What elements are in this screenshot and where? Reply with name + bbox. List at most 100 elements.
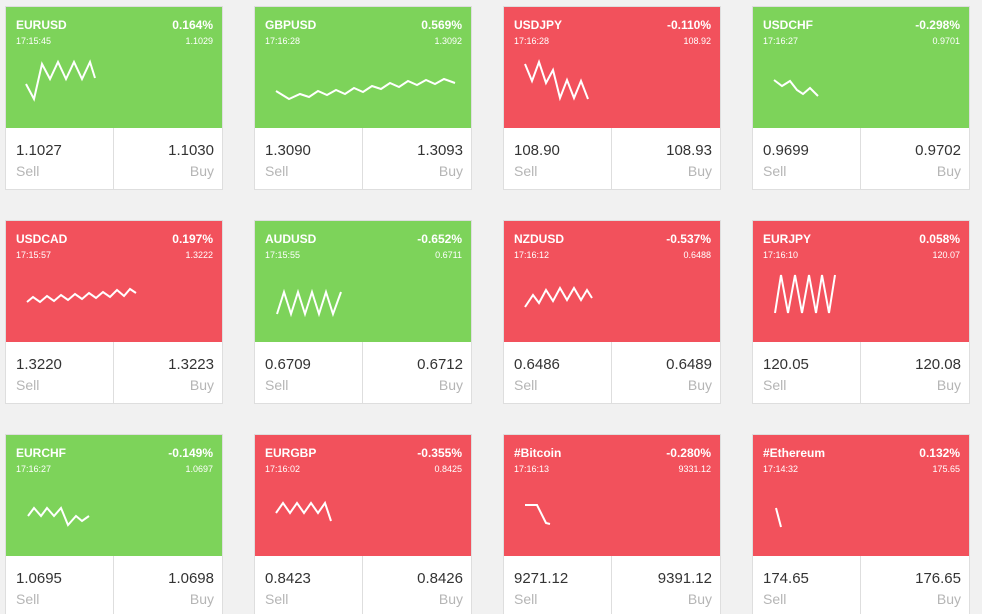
ticker-card-eurjpy[interactable]: EURJPY 0.058% 17:16:10 120.07 120.05 Sel… — [752, 220, 970, 404]
ticker-header: USDCAD 0.197% 17:15:57 1.3222 — [6, 221, 222, 342]
ticker-card-audusd[interactable]: AUDUSD -0.652% 17:15:55 0.6711 0.6709 Se… — [254, 220, 472, 404]
buy-button[interactable]: 0.6712 Buy — [364, 342, 471, 403]
ticker-symbol: #Bitcoin — [514, 446, 562, 460]
sell-button[interactable]: 1.3220 Sell — [6, 342, 114, 403]
ticker-card-usdcad[interactable]: USDCAD 0.197% 17:15:57 1.3222 1.3220 Sel… — [5, 220, 223, 404]
buy-button[interactable]: 0.9702 Buy — [862, 128, 969, 189]
ticker-last-price: 0.8425 — [434, 464, 462, 474]
ticker-change-percent: 0.058% — [919, 232, 960, 246]
sparkline-chart — [26, 287, 137, 304]
ticker-symbol: AUDUSD — [265, 232, 317, 246]
ticker-footer: 0.6709 Sell 0.6712 Buy — [255, 342, 471, 403]
sell-label: Sell — [16, 377, 40, 393]
ticker-last-price: 1.1029 — [185, 36, 213, 46]
sell-button[interactable]: 0.6486 Sell — [504, 342, 612, 403]
buy-price: 0.9702 — [915, 142, 961, 159]
ticker-header: EURCHF -0.149% 17:16:27 1.0697 — [6, 435, 222, 556]
ticker-card-eurusd[interactable]: EURUSD 0.164% 17:15:45 1.1029 1.1027 Sel… — [5, 6, 223, 190]
ticker-symbol: USDJPY — [514, 18, 563, 32]
ticker-card-usdjpy[interactable]: USDJPY -0.110% 17:16:28 108.92 108.90 Se… — [503, 6, 721, 190]
ticker-change-percent: 0.164% — [172, 18, 213, 32]
sell-button[interactable]: 1.3090 Sell — [255, 128, 363, 189]
buy-button[interactable]: 0.6489 Buy — [613, 342, 720, 403]
ticker-header: GBPUSD 0.569% 17:16:28 1.3092 — [255, 7, 471, 128]
ticker-card-nzdusd[interactable]: NZDUSD -0.537% 17:16:12 0.6488 0.6486 Se… — [503, 220, 721, 404]
sell-label: Sell — [265, 163, 289, 179]
sell-button[interactable]: 1.1027 Sell — [6, 128, 114, 189]
buy-button[interactable]: 120.08 Buy — [862, 342, 969, 403]
sell-button[interactable]: 0.8423 Sell — [255, 556, 363, 614]
ticker-card-eurchf[interactable]: EURCHF -0.149% 17:16:27 1.0697 1.0695 Se… — [5, 434, 223, 614]
ticker-last-price: 9331.12 — [678, 464, 711, 474]
ticker-card-ethereum[interactable]: #Ethereum 0.132% 17:14:32 175.65 174.65 … — [752, 434, 970, 614]
buy-button[interactable]: 176.65 Buy — [862, 556, 969, 614]
sell-button[interactable]: 174.65 Sell — [753, 556, 861, 614]
ticker-header: USDJPY -0.110% 17:16:28 108.92 — [504, 7, 720, 128]
buy-price: 0.8426 — [417, 570, 463, 587]
ticker-last-price: 1.3222 — [185, 250, 213, 260]
ticker-footer: 0.9699 Sell 0.9702 Buy — [753, 128, 969, 189]
ticker-last-price: 120.07 — [932, 250, 960, 260]
ticker-symbol: EURJPY — [763, 232, 812, 246]
buy-price: 9391.12 — [657, 570, 712, 587]
buy-label: Buy — [438, 591, 463, 607]
ticker-card-bitcoin[interactable]: #Bitcoin -0.280% 17:16:13 9331.12 9271.1… — [503, 434, 721, 614]
ticker-last-price: 175.65 — [932, 464, 960, 474]
buy-label: Buy — [687, 163, 712, 179]
ticker-header: EURUSD 0.164% 17:15:45 1.1029 — [6, 7, 222, 128]
sell-button[interactable]: 1.0695 Sell — [6, 556, 114, 614]
buy-price: 1.3223 — [168, 356, 214, 373]
buy-label: Buy — [687, 591, 712, 607]
ticker-change-percent: -0.149% — [168, 446, 213, 460]
ticker-last-price: 1.3092 — [434, 36, 462, 46]
buy-label: Buy — [438, 377, 463, 393]
buy-button[interactable]: 0.8426 Buy — [364, 556, 471, 614]
buy-label: Buy — [189, 591, 214, 607]
buy-label: Buy — [936, 163, 961, 179]
sell-price: 1.3220 — [16, 356, 62, 373]
sparkline-chart — [25, 59, 96, 102]
buy-label: Buy — [438, 163, 463, 179]
sell-label: Sell — [514, 163, 538, 179]
sell-button[interactable]: 0.6709 Sell — [255, 342, 363, 403]
ticker-change-percent: -0.110% — [666, 18, 711, 32]
ticker-footer: 0.6486 Sell 0.6489 Buy — [504, 342, 720, 403]
sparkline-chart — [775, 507, 782, 528]
buy-button[interactable]: 1.0698 Buy — [115, 556, 222, 614]
buy-button[interactable]: 1.3093 Buy — [364, 128, 471, 189]
ticker-card-eurgbp[interactable]: EURGBP -0.355% 17:16:02 0.8425 0.8423 Se… — [254, 434, 472, 614]
buy-price: 176.65 — [915, 570, 961, 587]
ticker-card-gbpusd[interactable]: GBPUSD 0.569% 17:16:28 1.3092 1.3090 Sel… — [254, 6, 472, 190]
sell-button[interactable]: 9271.12 Sell — [504, 556, 612, 614]
ticker-header: EURJPY 0.058% 17:16:10 120.07 — [753, 221, 969, 342]
ticker-card-usdchf[interactable]: USDCHF -0.298% 17:16:27 0.9701 0.9699 Se… — [752, 6, 970, 190]
buy-button[interactable]: 1.3223 Buy — [115, 342, 222, 403]
ticker-time: 17:15:57 — [16, 250, 52, 260]
ticker-time: 17:16:27 — [763, 36, 799, 46]
sell-button[interactable]: 0.9699 Sell — [753, 128, 861, 189]
ticker-header: NZDUSD -0.537% 17:16:12 0.6488 — [504, 221, 720, 342]
ticker-last-price: 0.6711 — [435, 250, 462, 260]
ticker-change-percent: 0.197% — [172, 232, 213, 246]
sell-price: 1.0695 — [16, 570, 62, 587]
buy-price: 1.0698 — [168, 570, 214, 587]
ticker-footer: 1.3090 Sell 1.3093 Buy — [255, 128, 471, 189]
sparkline-chart — [773, 79, 819, 97]
ticker-time: 17:16:27 — [16, 464, 52, 474]
ticker-last-price: 0.6488 — [683, 250, 711, 260]
sell-button[interactable]: 108.90 Sell — [504, 128, 612, 189]
buy-button[interactable]: 108.93 Buy — [613, 128, 720, 189]
sell-label: Sell — [763, 591, 787, 607]
ticker-symbol: USDCAD — [16, 232, 68, 246]
sell-price: 108.90 — [514, 142, 560, 159]
sell-button[interactable]: 120.05 Sell — [753, 342, 861, 403]
ticker-time: 17:16:13 — [514, 464, 550, 474]
sparkline-chart — [774, 274, 836, 314]
buy-button[interactable]: 1.1030 Buy — [115, 128, 222, 189]
ticker-symbol: EURCHF — [16, 446, 66, 460]
ticker-footer: 1.1027 Sell 1.1030 Buy — [6, 128, 222, 189]
buy-price: 1.3093 — [417, 142, 463, 159]
sell-label: Sell — [16, 163, 40, 179]
buy-button[interactable]: 9391.12 Buy — [613, 556, 720, 614]
ticker-symbol: GBPUSD — [265, 18, 317, 32]
